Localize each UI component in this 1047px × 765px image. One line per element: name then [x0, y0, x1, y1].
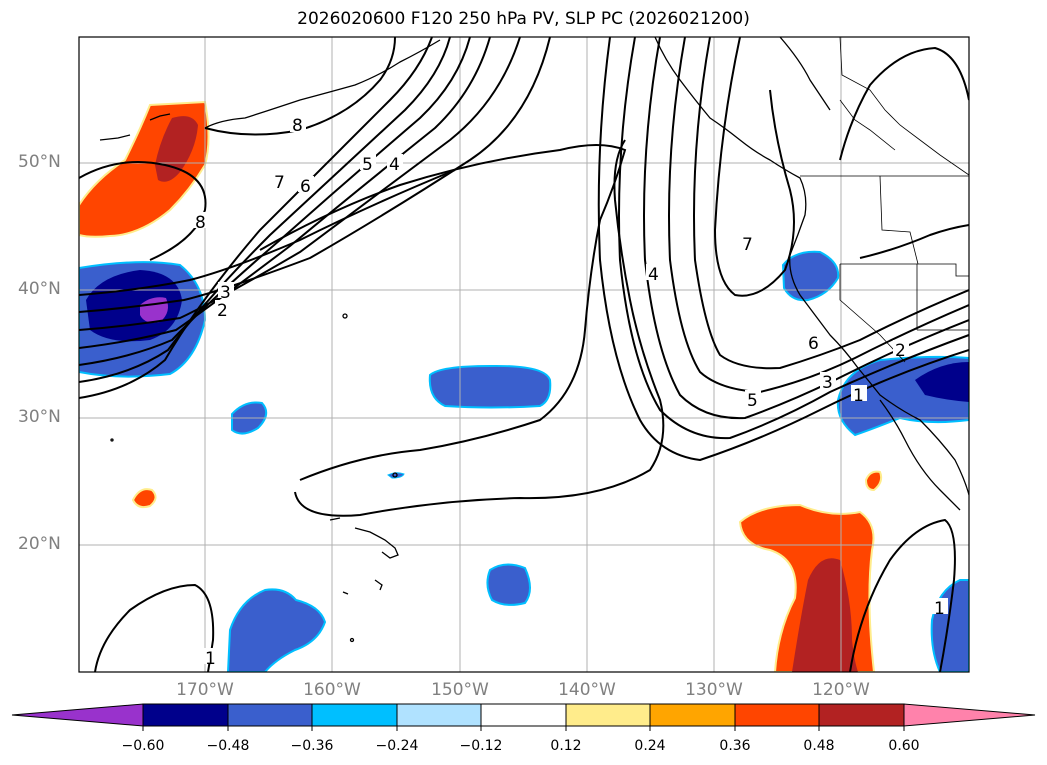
lon-label-160w: 160°W [303, 680, 361, 700]
borders [800, 37, 969, 363]
contour-label: 4 [648, 265, 659, 285]
contour-jet-7 [79, 169, 456, 296]
pv-negative-central [428, 364, 552, 409]
contour-jet-6 [79, 37, 551, 313]
contour-label: 5 [747, 391, 758, 411]
contour-jet-5 [79, 37, 521, 331]
colorbar-tick-label: 0.60 [888, 738, 920, 754]
contour-east-5 [693, 37, 969, 370]
contour-jet-1 [79, 37, 433, 399]
lon-label-120w: 120°W [812, 680, 870, 700]
map-title: 2026020600 F120 250 hPa PV, SLP PC (2026… [297, 9, 750, 29]
contour-loop-main [259, 144, 627, 481]
contour-label: 1 [934, 599, 945, 619]
slp-contours [79, 37, 969, 672]
pv-positive-small-2 [864, 470, 883, 492]
colorbar-swatch [227, 703, 313, 727]
contour-labels: 8 7 6 5 4 3 2 8 4 7 6 5 3 2 [193, 116, 948, 669]
contour-label: 2 [217, 301, 228, 321]
contour-east-8 [839, 46, 969, 161]
colorbar [11, 703, 1036, 731]
pv-positive-small-1 [131, 488, 157, 509]
lon-label-140w: 140°W [558, 680, 616, 700]
contour-label: 7 [274, 173, 285, 193]
lon-label-150w: 150°W [431, 680, 489, 700]
contour-label: 3 [220, 283, 231, 303]
colorbar-tick-label: −0.60 [121, 738, 165, 754]
colorbar-swatch [480, 703, 567, 727]
colorbar-swatch [142, 703, 229, 727]
lat-label-50n: 50°N [18, 152, 61, 172]
colorbar-extend-low [11, 703, 144, 727]
colorbar-swatch [649, 703, 736, 727]
colorbar-swatch [565, 703, 651, 727]
contour-nw-8 [204, 37, 396, 136]
colorbar-swatch [818, 703, 905, 727]
map-frame [78, 36, 970, 673]
colorbar-swatch [311, 703, 398, 727]
contour-east-3 [643, 37, 969, 420]
pv-negative-sw [226, 588, 327, 672]
contour-label: 3 [822, 373, 833, 393]
pv-negative-small-2 [387, 472, 405, 479]
contour-label: 2 [895, 341, 906, 361]
contour-label: 6 [300, 177, 311, 197]
contour-label: 4 [389, 155, 400, 175]
contour-jet-2 [79, 37, 451, 383]
contour-east-2 [618, 37, 969, 440]
lon-label-130w: 130°W [685, 680, 743, 700]
lat-label-20n: 20°N [18, 534, 61, 554]
contour-east-1 [597, 37, 969, 462]
colorbar-swatch [396, 703, 482, 727]
colorbar-tick-label: −0.12 [459, 738, 503, 754]
contour-label: 8 [292, 116, 303, 136]
contour-label: 7 [742, 235, 753, 255]
pv-negative-baja-navy [915, 362, 969, 402]
contour-east-6 [713, 37, 795, 297]
lat-label-30n: 30°N [18, 407, 61, 427]
colorbar-tick-label: −0.36 [290, 738, 334, 754]
contour-east-4 [668, 37, 969, 394]
colorbar-swatch [734, 703, 820, 727]
colorbar-tick-label: 0.48 [803, 738, 835, 754]
gridlines [79, 37, 969, 672]
colorbar-tick-label: −0.24 [375, 738, 419, 754]
contour-label: 1 [205, 649, 216, 669]
colorbar-tick-label: 0.24 [634, 738, 666, 754]
contour-label: 8 [195, 213, 206, 233]
pv-negative-small-3 [486, 563, 531, 606]
contour-label: 6 [808, 334, 819, 354]
contour-east-7 [859, 224, 969, 259]
colorbar-tick-label: −0.48 [206, 738, 250, 754]
contour-label: 1 [853, 386, 864, 406]
lat-label-40n: 40°N [18, 279, 61, 299]
colorbar-tick-label: 0.36 [719, 738, 751, 754]
contour-8-nw [79, 160, 207, 261]
colorbar-extend-high [903, 703, 1036, 727]
contour-label: 5 [362, 155, 373, 175]
lon-label-170w: 170°W [176, 680, 234, 700]
colorbar-tick-label: 0.12 [550, 738, 582, 754]
contour-se-1 [849, 518, 956, 672]
